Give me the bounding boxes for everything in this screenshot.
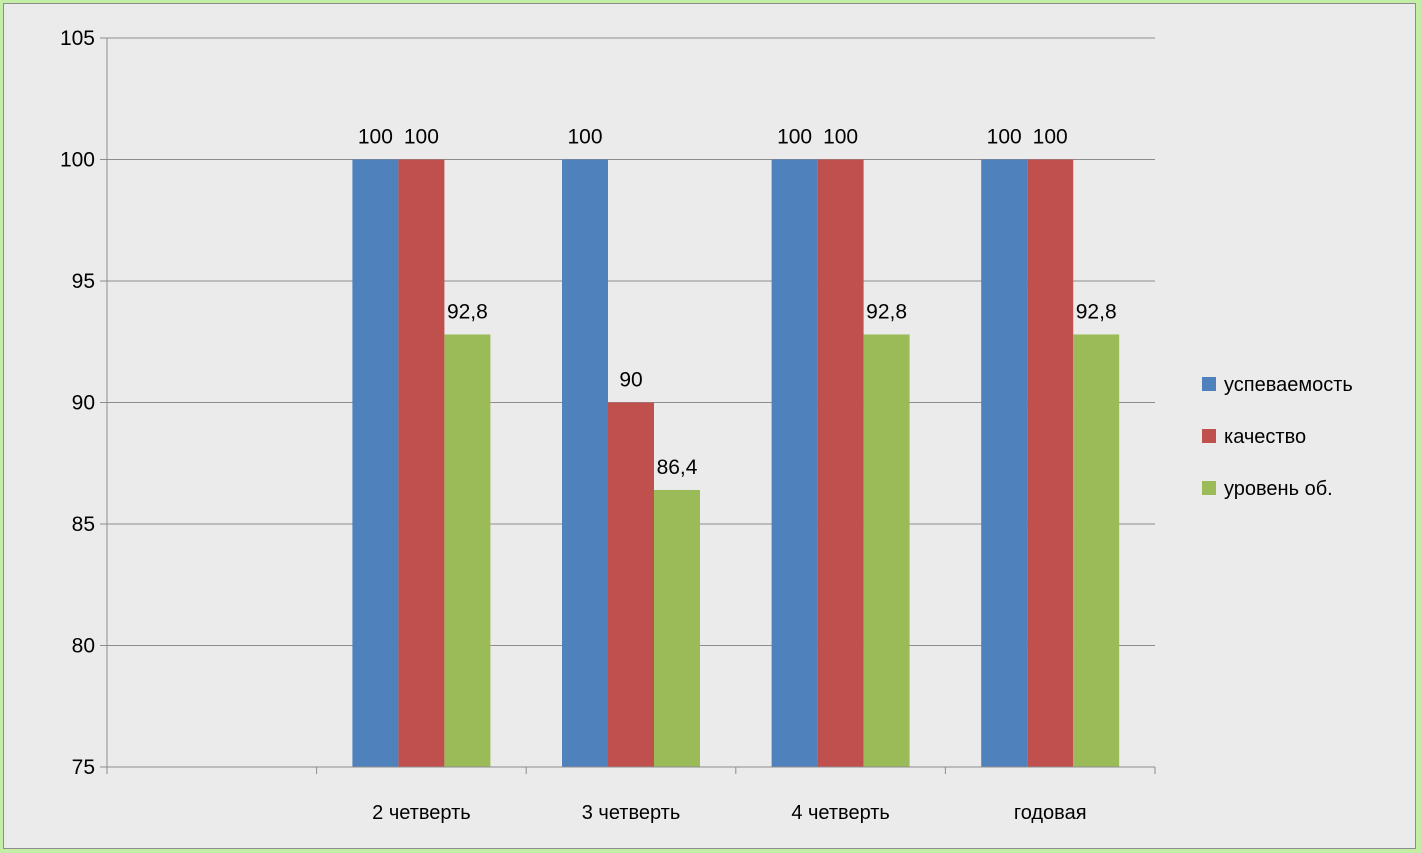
legend-swatch [1202, 481, 1216, 495]
data-label: 100 [823, 126, 858, 149]
data-label: 92,8 [1076, 300, 1117, 323]
data-label: 100 [777, 126, 812, 149]
y-tick-label: 100 [60, 149, 95, 172]
bar [562, 159, 608, 767]
bar [1027, 159, 1074, 767]
bar [771, 159, 818, 767]
data-label: 100 [404, 126, 439, 149]
y-tick-label: 90 [72, 392, 95, 415]
data-label: 100 [358, 126, 393, 149]
bar [608, 402, 654, 767]
data-label: 100 [1033, 126, 1068, 149]
x-category-label: 3 четверть [582, 802, 681, 824]
data-label: 100 [567, 126, 602, 149]
y-tick-label: 95 [72, 270, 95, 293]
legend-swatch [1202, 429, 1216, 443]
x-category-label: 4 четверть [791, 802, 890, 824]
bar [981, 159, 1028, 767]
data-label: 92,8 [447, 300, 488, 323]
y-tick-label: 80 [72, 635, 95, 658]
bar [863, 334, 910, 767]
data-label: 86,4 [657, 456, 698, 479]
x-category-label: годовая [1014, 802, 1087, 824]
legend-swatch [1202, 377, 1216, 391]
y-tick-label: 75 [72, 756, 95, 779]
bar [444, 334, 491, 767]
bar [398, 159, 445, 767]
x-category-label: 2 четверть [372, 802, 471, 824]
chart-frame: 75 80 85 90 95 100 105 100 100 92,8 2 четверть 100 9… [3, 3, 1416, 849]
bar [1073, 334, 1120, 767]
data-label: 92,8 [866, 300, 907, 323]
data-label: 90 [619, 369, 642, 392]
legend-label: качество [1224, 426, 1306, 448]
legend-label: успеваемость [1224, 374, 1353, 396]
data-label: 100 [987, 126, 1022, 149]
y-tick-label: 105 [60, 27, 95, 50]
bar [352, 159, 399, 767]
bar [817, 159, 864, 767]
legend-label: уровень об. [1224, 478, 1333, 500]
bar [654, 489, 700, 767]
bar-chart: 75 80 85 90 95 100 105 100 100 92,8 2 четверть 100 9… [60, 27, 1353, 824]
y-tick-label: 85 [72, 513, 95, 536]
